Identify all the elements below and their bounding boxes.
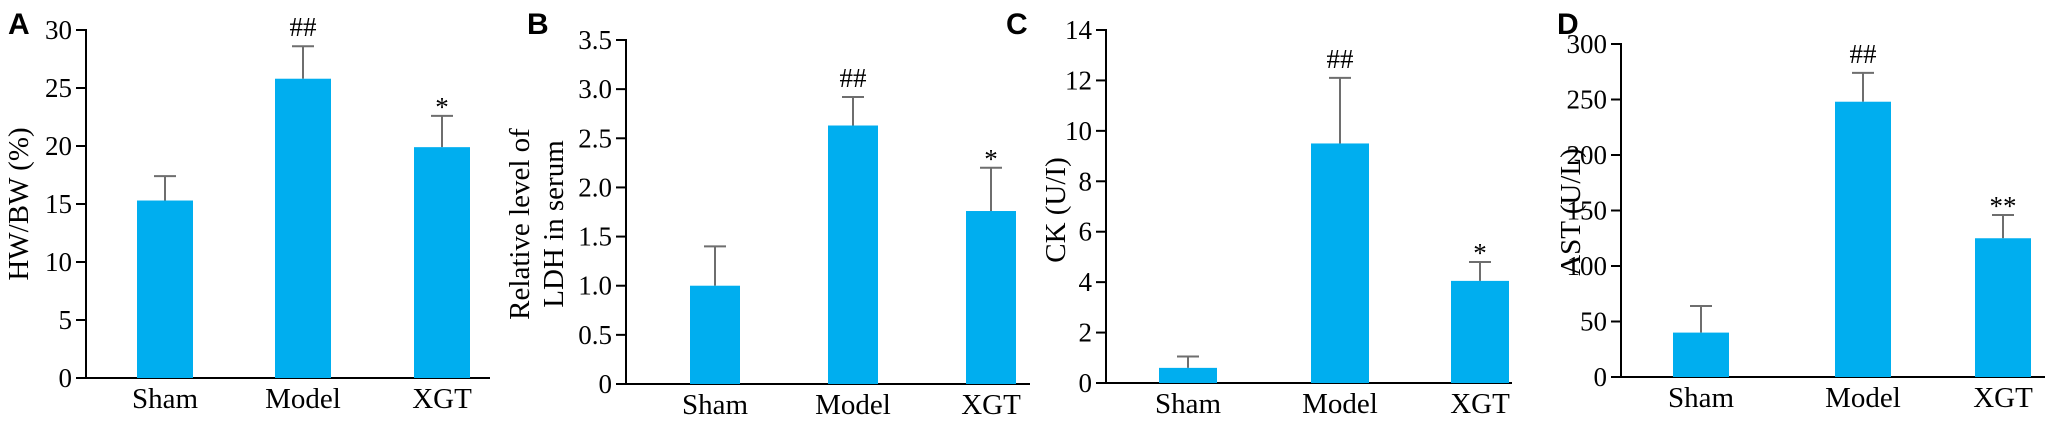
y-tick-label: 25 (45, 73, 72, 103)
category-label: Model (815, 389, 891, 421)
y-tick-label: 2 (1079, 318, 1093, 348)
panel-letter: C (1006, 8, 1028, 41)
category-label: XGT (1973, 382, 2033, 414)
category-label: Sham (1668, 382, 1735, 414)
y-tick-label: 6 (1079, 217, 1093, 247)
bar-xgt (1451, 280, 1509, 383)
y-tick-label: 2.5 (578, 123, 612, 153)
y-tick-label: 0 (1079, 368, 1093, 398)
y-axis-title: AST (U/L) (1555, 148, 1587, 276)
category-label: XGT (412, 383, 472, 415)
category-label: XGT (1450, 388, 1510, 420)
category-label: XGT (961, 389, 1021, 421)
y-tick-label: 50 (1580, 307, 1607, 337)
bar-model (828, 125, 878, 384)
y-tick-label: 5 (59, 305, 73, 335)
bar-model (1835, 101, 1891, 377)
y-tick-label: 10 (1065, 116, 1092, 146)
y-tick-label: 1.5 (578, 222, 612, 252)
y-tick-label: 12 (1065, 65, 1092, 95)
panel-b: B 0 0.5 1.0 1.5 2.0 2.5 3.0 3.5 Relative level of… (504, 8, 1030, 421)
y-tick-label: 14 (1065, 15, 1093, 45)
y-tick-label: 3.5 (578, 25, 612, 55)
significance-label: * (435, 92, 449, 122)
y-axis-title: CK (U/I) (1040, 157, 1072, 263)
category-label: Model (1825, 382, 1901, 414)
significance-label: ## (1327, 44, 1355, 74)
panel-letter: A (8, 8, 30, 41)
y-tick-label: 10 (45, 247, 72, 277)
y-axis-title-line: Relative level of (504, 128, 536, 320)
y-tick-label: 0 (1594, 362, 1608, 392)
y-tick-label: 20 (45, 131, 72, 161)
y-tick-label: 2.0 (578, 172, 612, 202)
y-tick-label: 150 (1567, 196, 1608, 226)
category-label: Sham (682, 389, 749, 421)
bar-xgt (414, 147, 470, 378)
significance-label: * (1473, 238, 1487, 268)
bar-sham (137, 200, 193, 378)
y-tick-label: 30 (45, 15, 72, 45)
y-axis-title: HW/BW (%) (3, 127, 35, 280)
significance-label: ## (290, 12, 318, 42)
panel-a: A 0 5 10 15 20 25 30 HW/BW (%) Sham Model ## XGT * (3, 8, 490, 415)
bar-model (275, 78, 331, 378)
bar-sham (690, 285, 740, 384)
bar-sham (1673, 332, 1729, 377)
panel-letter: D (1557, 8, 1579, 41)
bar-xgt (966, 211, 1016, 384)
y-tick-label: 250 (1567, 85, 1608, 115)
bar-model (1311, 143, 1369, 383)
y-tick-label: 15 (45, 189, 72, 219)
significance-label: * (984, 144, 998, 174)
panel-letter: B (527, 8, 549, 41)
y-tick-label: 1.0 (578, 271, 612, 301)
significance-label: ** (1990, 191, 2017, 221)
y-tick-label: 100 (1567, 251, 1608, 281)
category-label: Model (265, 383, 341, 415)
y-tick-label: 300 (1567, 29, 1608, 59)
category-label: Sham (132, 383, 199, 415)
bar-sham (1159, 367, 1217, 383)
significance-label: ## (1850, 39, 1878, 69)
y-axis-title-line: LDH in serum (538, 140, 570, 308)
y-tick-label: 3.0 (578, 74, 612, 104)
panel-c: C 0 2 4 6 8 10 12 14 CK (U/I) Sham Model ## XGT * (1006, 8, 1512, 420)
y-tick-label: 0 (59, 363, 73, 393)
bar-xgt (1975, 238, 2031, 377)
category-label: Sham (1155, 388, 1222, 420)
y-tick-label: 8 (1079, 166, 1093, 196)
y-axis-title: Relative level ofLDH in serum (504, 128, 570, 320)
y-tick-label: 4 (1079, 267, 1093, 297)
y-tick-label: 200 (1567, 140, 1608, 170)
y-tick-label: 0 (599, 369, 613, 399)
category-label: Model (1302, 388, 1378, 420)
significance-label: ## (840, 63, 868, 93)
y-tick-label: 0.5 (578, 320, 612, 350)
panel-d: D 0 50 100 150 200 250 300 AST (U/L) Sham Model ## X… (1555, 8, 2045, 414)
